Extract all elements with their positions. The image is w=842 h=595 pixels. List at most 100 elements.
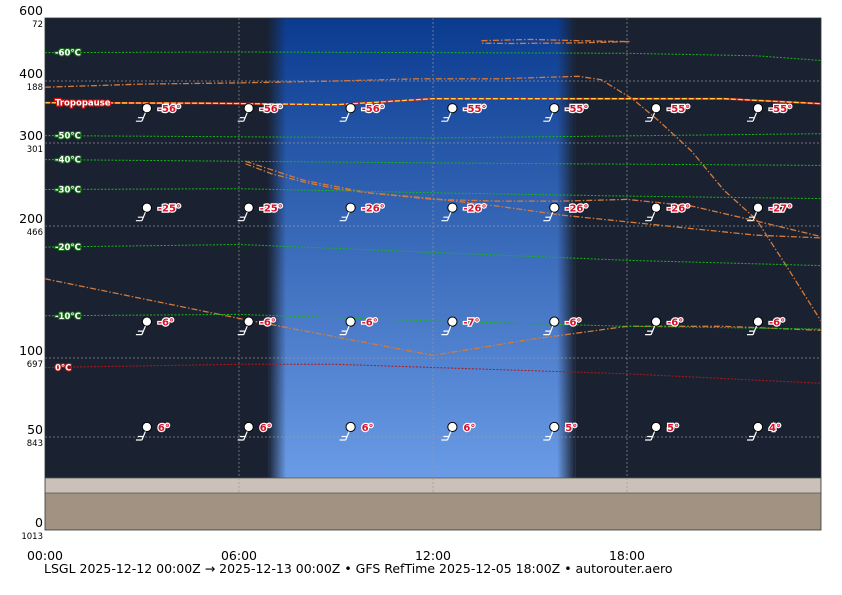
tropopause-line — [44, 98, 822, 106]
wind-station-1-fl210: -25° — [237, 202, 284, 222]
temperature-label: -25° — [158, 204, 181, 215]
wind-station-0-fl210: -25° — [135, 202, 182, 222]
temperature-label: -26° — [463, 204, 486, 215]
temperature-label: 5° — [565, 423, 577, 434]
wind-barb — [543, 211, 554, 222]
dusk-edge — [557, 18, 576, 478]
wind-station-6-fl120: -6° — [747, 316, 786, 336]
isotherm-label: -50°C — [55, 132, 81, 142]
y-tick-label: 400 — [19, 66, 43, 81]
station-circle — [447, 103, 458, 114]
station-circle — [549, 103, 560, 114]
temperature-label: 6° — [463, 423, 475, 434]
wind-barb — [645, 325, 656, 336]
wind-barb — [135, 112, 146, 122]
station-circle — [243, 421, 254, 433]
meteogram-chart: -60°C -50°C -40°C -30°C -20°C -10°C 0°C Tropopa… — [19, 3, 822, 560]
wind-barb — [747, 112, 758, 122]
wind-barb — [645, 112, 656, 122]
isotherm-label: -30°C — [55, 185, 81, 195]
daylight-band — [268, 18, 576, 478]
station-circle — [752, 103, 764, 114]
temperature-label: -6° — [158, 318, 174, 329]
wind-station-2-fl50: 6° — [339, 421, 375, 441]
temperature-label: -55° — [769, 104, 792, 115]
temperature-label: -27° — [769, 204, 792, 215]
station-circle — [447, 421, 458, 433]
wind-station-5-fl210: -26° — [645, 202, 691, 222]
station-circle — [752, 202, 764, 213]
temperature-label: -26° — [667, 204, 690, 215]
temperature-label: 6° — [362, 423, 374, 434]
wind-barb — [339, 211, 350, 222]
wind-station-6-fl50: 4° — [747, 422, 782, 441]
wind-barb — [441, 431, 452, 441]
wind-barb — [237, 431, 248, 441]
wind-station-3-fl340: -55° — [441, 103, 488, 122]
station-circle — [650, 202, 662, 213]
wind-station-5-fl120: -6° — [645, 316, 684, 336]
wind-barb — [747, 431, 758, 441]
station-circle — [141, 103, 152, 114]
station-circle — [650, 316, 662, 327]
isotherm-label: -60°C — [55, 49, 81, 59]
wind-station-0-fl120: -6° — [135, 316, 175, 336]
station-circle — [549, 316, 560, 327]
cloud-outline-5 — [481, 38, 631, 45]
tropopause-label: Tropopause — [55, 99, 111, 109]
wind-station-1-fl340: -56° — [237, 103, 284, 122]
ground-band — [45, 478, 821, 493]
y-tick-pressure: 301 — [27, 145, 43, 155]
wind-station-5-fl340: -55° — [645, 103, 691, 122]
temperature-label: -55° — [463, 104, 486, 115]
dawn-edge — [268, 18, 287, 478]
wind-barb — [543, 112, 554, 122]
temperature-label: -6° — [362, 318, 378, 329]
y-tick-pressure: 466 — [27, 228, 43, 238]
station-circle — [345, 316, 356, 327]
temperature-label: 6° — [260, 423, 272, 434]
temperature-label: -6° — [565, 318, 581, 329]
wind-barb — [543, 325, 554, 336]
wind-barb — [441, 211, 452, 222]
cloud-outline-2 — [245, 160, 822, 239]
wind-barb — [237, 325, 248, 336]
temperature-label: -56° — [362, 104, 385, 115]
x-tick-label: 00:00 — [27, 548, 63, 560]
wind-barb — [645, 431, 656, 441]
wind-barb — [339, 325, 350, 336]
temperature-label: -25° — [260, 204, 283, 215]
cloud-outline-1 — [44, 75, 822, 322]
isotherm-label: -10°C — [55, 312, 81, 322]
wind-barb — [237, 112, 248, 122]
isotherm-label: -20°C — [55, 243, 81, 253]
isotherm-label: 0°C — [55, 363, 71, 373]
wind-barb — [747, 325, 758, 336]
wind-barb — [441, 325, 452, 336]
terrain — [45, 493, 821, 530]
isotherm-line-0 — [44, 51, 822, 61]
y-tick-label: 300 — [19, 128, 43, 143]
x-tick-label: 06:00 — [221, 548, 257, 560]
station-circle — [345, 421, 356, 433]
wind-station-4-fl210: -26° — [543, 202, 590, 222]
chart-caption: LSGL 2025-12-12 00:00Z → 2025-12-13 00:0… — [44, 561, 673, 576]
wind-station-3-fl120: -7° — [441, 316, 481, 336]
cloud-outline-4 — [44, 278, 822, 357]
y-tick-pressure: 1013 — [21, 532, 43, 542]
temperature-label: -6° — [667, 318, 683, 329]
station-circle — [650, 421, 662, 433]
station-circle — [447, 202, 458, 213]
temperature-label: -6° — [769, 318, 785, 329]
temperature-label: -26° — [565, 204, 588, 215]
temperature-label: 5° — [667, 423, 679, 434]
y-tick-pressure: 697 — [27, 360, 43, 370]
station-circle — [141, 421, 152, 433]
station-circle — [243, 316, 254, 327]
y-tick-pressure: 72 — [32, 20, 43, 30]
temperature-label: -6° — [260, 318, 276, 329]
temperature-label: -26° — [362, 204, 385, 215]
wind-station-6-fl210: -27° — [747, 202, 793, 222]
temperature-label: -56° — [158, 104, 181, 115]
wind-station-0-fl340: -56° — [135, 103, 182, 122]
